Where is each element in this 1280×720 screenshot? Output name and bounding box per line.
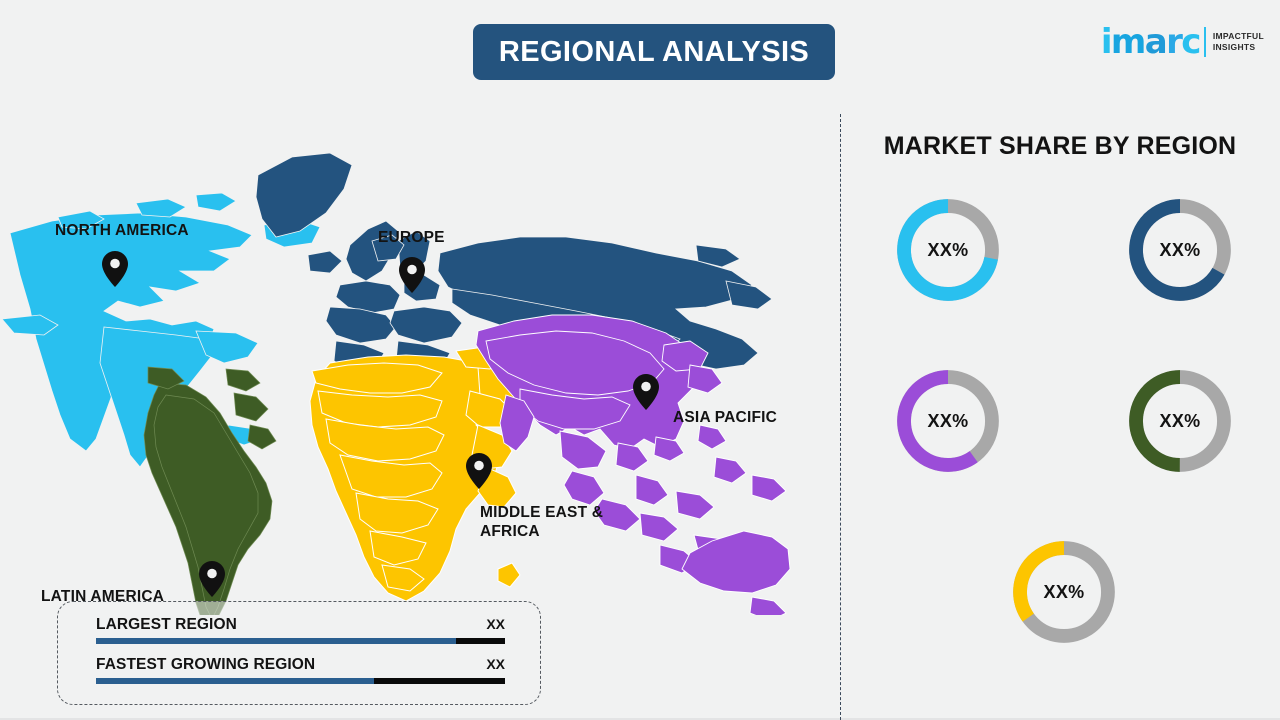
logo-letter-c: c — [1181, 22, 1201, 62]
market-share-donut-grid: XX% XX% XX% — [855, 192, 1273, 705]
donut-label-middle-east-africa: XX% — [1043, 581, 1085, 602]
logo-letter-r: r — [1166, 22, 1183, 62]
legend-bar-fill-fastest-growing-region — [96, 678, 375, 684]
page-title-banner: REGIONAL ANALYSIS — [473, 24, 835, 80]
donut-north-america: XX% — [890, 192, 1006, 308]
logo-divider — [1203, 27, 1206, 57]
legend-bar-track-largest-region — [96, 638, 505, 644]
map-pin-north-america-icon — [102, 251, 128, 287]
panel-divider — [840, 114, 841, 720]
map-label-middle-east-africa: MIDDLE EAST & AFRICA — [480, 504, 604, 541]
donut-middle-east-africa: XX% — [1006, 534, 1122, 650]
map-pin-latin-america-icon — [199, 561, 225, 597]
imarc-logo: imarc IMPACTFUL INSIGHTS — [1101, 22, 1264, 62]
legend-bar-fill-largest-region — [96, 638, 456, 644]
logo-letter-i: i — [1100, 22, 1113, 62]
donut-north-america-svg — [897, 199, 999, 301]
map-label-latin-america: LATIN AMERICA — [41, 588, 165, 605]
legend-row-header: LARGEST REGION XX — [96, 616, 505, 634]
donut-row-2: XX% XX% — [855, 363, 1273, 479]
region-summary-box: LARGEST REGION XX FASTEST GROWING REGION… — [57, 601, 541, 705]
legend-value-fastest-growing-region: XX — [486, 656, 505, 672]
logo-letter-m: m — [1110, 22, 1146, 62]
map-label-europe: EUROPE — [378, 229, 445, 246]
donut-row-3: XX% — [855, 534, 1273, 650]
donut-row-1: XX% XX% — [855, 192, 1273, 308]
donut-label-europe: XX% — [1159, 239, 1201, 260]
donut-label-latin-america: XX% — [1159, 410, 1201, 431]
legend-row-header: FASTEST GROWING REGION XX — [96, 656, 505, 674]
legend-row-fastest-growing-region: FASTEST GROWING REGION XX — [96, 656, 505, 684]
map-region-latin-america — [143, 366, 277, 615]
donut-middle-east-africa-svg — [1013, 541, 1115, 643]
world-map-svg — [1, 152, 791, 615]
legend-label-fastest-growing-region: FASTEST GROWING REGION — [96, 656, 316, 673]
donut-label-north-america: XX% — [927, 239, 969, 260]
legend-label-largest-region: LARGEST REGION — [96, 616, 237, 633]
logo-letter-a: a — [1144, 22, 1168, 62]
map-region-asia-pacific — [475, 314, 791, 615]
map-pin-asia-pacific-icon — [633, 374, 659, 410]
logo-tagline-line1: IMPACTFUL — [1212, 31, 1264, 42]
map-label-north-america: NORTH AMERICA — [55, 222, 189, 239]
page-title: REGIONAL ANALYSIS — [498, 35, 810, 68]
market-share-title: MARKET SHARE BY REGION — [883, 132, 1237, 160]
legend-row-largest-region: LARGEST REGION XX — [96, 616, 505, 644]
logo-wordmark: imarc — [1100, 22, 1202, 62]
donut-label-asia-pacific: XX% — [927, 410, 969, 431]
legend-value-largest-region: XX — [486, 616, 505, 632]
donut-asia-pacific-svg — [897, 370, 999, 472]
map-pin-europe-icon — [399, 257, 425, 293]
donut-asia-pacific: XX% — [890, 363, 1006, 479]
map-pin-middle-east-africa-icon — [466, 453, 492, 489]
logo-tagline-line2: INSIGHTS — [1212, 42, 1256, 52]
logo-tagline: IMPACTFUL INSIGHTS — [1213, 31, 1264, 52]
world-map: NORTH AMERICA EUROPE ASIA PACIFIC MIDDLE… — [0, 95, 830, 615]
donut-europe: XX% — [1122, 192, 1238, 308]
donut-europe-svg — [1129, 199, 1231, 301]
map-label-asia-pacific: ASIA PACIFIC — [673, 409, 778, 426]
donut-latin-america: XX% — [1122, 363, 1238, 479]
donut-latin-america-svg — [1129, 370, 1231, 472]
legend-bar-track-fastest-growing-region — [96, 678, 505, 684]
